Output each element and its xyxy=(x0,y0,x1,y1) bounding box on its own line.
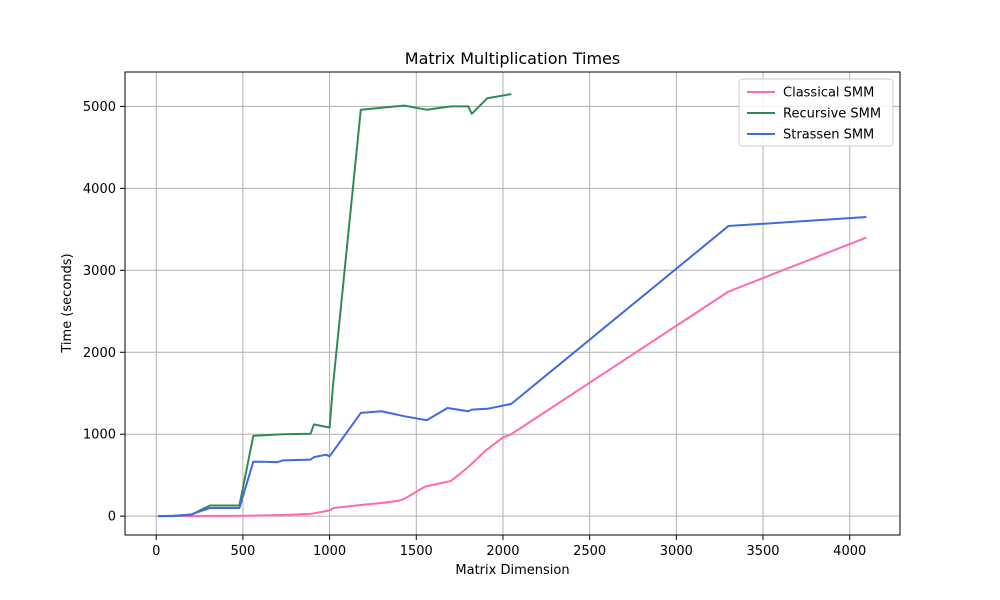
x-tick-label: 1000 xyxy=(313,544,346,559)
legend-label-strassen-smm: Strassen SMM xyxy=(783,128,874,143)
x-tick-label: 1500 xyxy=(400,544,433,559)
series-line-classical-smm xyxy=(157,236,867,518)
grid-lines xyxy=(125,72,900,535)
plot-frame xyxy=(124,71,901,536)
y-tick-label: 4000 xyxy=(83,182,116,197)
series-line-strassen-smm xyxy=(157,216,867,518)
x-axis-label: Matrix Dimension xyxy=(455,563,569,578)
series-lines xyxy=(157,93,867,518)
y-tick-label: 2000 xyxy=(83,346,116,361)
legend-box xyxy=(738,78,894,147)
x-axis: 0 500 1000 1500 2000 2500 3000 3500 4000 xyxy=(152,535,866,559)
legend-label-recursive-smm: Recursive SMM xyxy=(783,107,881,122)
series-line-recursive-smm xyxy=(157,93,512,518)
x-tick-label: 2500 xyxy=(573,544,606,559)
y-axis-label: Time (seconds) xyxy=(60,253,75,353)
x-tick-label: 500 xyxy=(230,544,255,559)
x-tick-label: 3500 xyxy=(746,544,779,559)
legend: Classical SMM Recursive SMM Strassen SMM xyxy=(738,78,894,147)
y-tick-label: 1000 xyxy=(83,428,116,443)
x-tick-label: 4000 xyxy=(833,544,866,559)
x-tick-label: 0 xyxy=(152,544,160,559)
x-tick-label: 3000 xyxy=(660,544,693,559)
x-tick-label: 2000 xyxy=(486,544,519,559)
y-tick-label: 3000 xyxy=(83,264,116,279)
y-axis: 0 1000 2000 3000 4000 5000 xyxy=(83,100,125,525)
y-tick-label: 5000 xyxy=(83,100,116,115)
chart-title: Matrix Multiplication Times xyxy=(405,49,620,68)
legend-label-classical-smm: Classical SMM xyxy=(783,86,874,101)
y-tick-label: 0 xyxy=(108,510,116,525)
